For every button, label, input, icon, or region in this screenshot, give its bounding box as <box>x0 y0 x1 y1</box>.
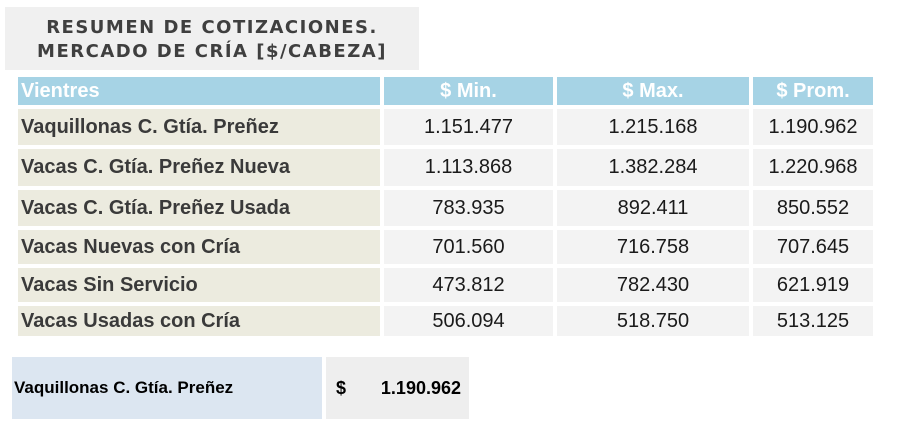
table-header-row: Vientres $ Min. $ Max. $ Prom. <box>18 77 873 105</box>
table-row: Vacas C. Gtía. Preñez Nueva 1.113.868 1.… <box>18 149 873 186</box>
row-prom: 513.125 <box>753 306 873 336</box>
title-box: RESUMEN DE COTIZACIONES. MERCADO DE CRÍA… <box>5 7 419 70</box>
summary-value-box: $ 1.190.962 <box>326 357 469 419</box>
header-min: $ Min. <box>384 77 553 105</box>
table-row: Vacas Sin Servicio 473.812 782.430 621.9… <box>18 268 873 302</box>
row-label: Vacas Sin Servicio <box>18 268 380 302</box>
row-label: Vacas C. Gtía. Preñez Usada <box>18 190 380 226</box>
row-prom: 1.190.962 <box>753 109 873 145</box>
table-row: Vacas Nuevas con Cría 701.560 716.758 70… <box>18 230 873 264</box>
row-min: 1.113.868 <box>384 149 553 186</box>
row-min: 701.560 <box>384 230 553 264</box>
table-row: Vacas Usadas con Cría 506.094 518.750 51… <box>18 306 873 336</box>
row-prom: 850.552 <box>753 190 873 226</box>
summary-currency: $ <box>336 378 347 398</box>
row-label: Vacas Usadas con Cría <box>18 306 380 336</box>
row-max: 1.215.168 <box>557 109 749 145</box>
row-min: 783.935 <box>384 190 553 226</box>
header-prom: $ Prom. <box>753 77 873 105</box>
header-max: $ Max. <box>557 77 749 105</box>
row-label: Vacas Nuevas con Cría <box>18 230 380 264</box>
row-max: 716.758 <box>557 230 749 264</box>
title-line-2: MERCADO DE CRÍA [$/CABEZA] <box>37 41 387 62</box>
row-max: 1.382.284 <box>557 149 749 186</box>
row-label: Vacas C. Gtía. Preñez Nueva <box>18 149 380 186</box>
row-max: 518.750 <box>557 306 749 336</box>
row-min: 473.812 <box>384 268 553 302</box>
row-prom: 621.919 <box>753 268 873 302</box>
header-vientres: Vientres <box>18 77 380 105</box>
table-row: Vaquillonas C. Gtía. Preñez 1.151.477 1.… <box>18 109 873 145</box>
row-max: 892.411 <box>557 190 749 226</box>
row-max: 782.430 <box>557 268 749 302</box>
row-min: 506.094 <box>384 306 553 336</box>
row-prom: 1.220.968 <box>753 149 873 186</box>
row-prom: 707.645 <box>753 230 873 264</box>
row-min: 1.151.477 <box>384 109 553 145</box>
title-line-1: RESUMEN DE COTIZACIONES. <box>46 17 378 38</box>
summary-value: 1.190.962 <box>380 378 461 398</box>
table-row: Vacas C. Gtía. Preñez Usada 783.935 892.… <box>18 190 873 226</box>
summary-label: Vaquillonas C. Gtía. Preñez <box>12 357 322 419</box>
row-label: Vaquillonas C. Gtía. Preñez <box>18 109 380 145</box>
